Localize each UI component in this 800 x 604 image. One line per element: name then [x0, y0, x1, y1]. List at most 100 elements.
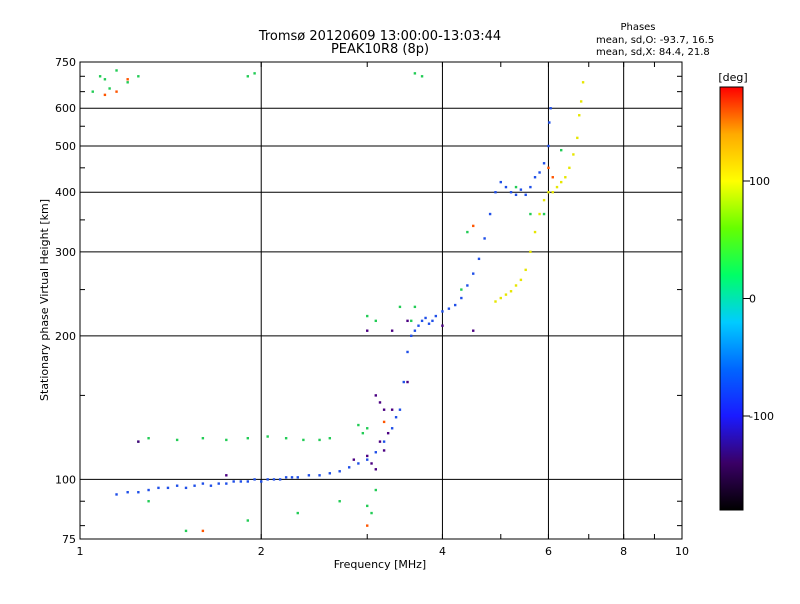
data-point — [302, 438, 305, 442]
data-point — [366, 427, 369, 430]
data-point — [225, 438, 228, 442]
data-point — [542, 162, 546, 165]
data-point — [157, 486, 160, 490]
data-point — [524, 268, 527, 272]
data-point — [307, 474, 311, 477]
data-point — [538, 171, 541, 174]
data-point — [232, 480, 235, 483]
data-point — [555, 185, 559, 189]
data-point — [382, 440, 386, 443]
data-point — [296, 476, 299, 479]
data-point — [499, 296, 502, 300]
y-tick-label: 200 — [55, 330, 76, 343]
data-point — [568, 166, 571, 170]
chart-subtitle: PEAK10R8 (8p) — [331, 42, 429, 57]
data-point — [366, 454, 369, 458]
data-point — [420, 319, 424, 323]
data-point — [147, 437, 150, 440]
plot-frame — [79, 61, 683, 540]
y-tick-label: 75 — [62, 533, 76, 546]
data-point — [579, 100, 583, 103]
data-point — [542, 212, 546, 216]
data-point — [477, 257, 481, 261]
phase-stats-x-line: mean, sd,X: 84.4, 21.8 — [596, 47, 710, 58]
data-point — [147, 488, 150, 492]
data-point — [246, 480, 250, 483]
data-point — [137, 75, 140, 78]
data-point — [318, 438, 321, 442]
series-scattered-echoes — [91, 69, 563, 533]
data-point — [434, 314, 438, 318]
phase-stats-o-line: mean, sd,O: -93.7, 16.5 — [596, 35, 714, 46]
data-point — [98, 75, 102, 78]
data-point — [126, 491, 129, 494]
data-point — [366, 314, 369, 318]
data-point — [551, 176, 554, 179]
data-point — [370, 462, 373, 465]
phase-stats-heading: Phases — [620, 22, 655, 33]
data-point — [524, 193, 527, 197]
data-point — [296, 511, 299, 515]
data-point — [253, 478, 256, 481]
colorbar-tick-label: 0 — [749, 293, 756, 306]
data-point — [441, 310, 444, 313]
data-point — [374, 488, 377, 492]
data-point — [549, 107, 552, 110]
x-tick-label: 8 — [620, 545, 627, 558]
data-point — [347, 466, 351, 469]
data-point — [447, 307, 451, 310]
data-point — [209, 484, 213, 487]
data-point — [472, 272, 475, 275]
data-point — [260, 480, 263, 483]
data-point — [514, 193, 518, 197]
data-point — [103, 93, 107, 97]
data-point — [184, 529, 188, 533]
data-point — [246, 519, 250, 522]
data-point — [239, 480, 243, 483]
data-point — [201, 482, 205, 485]
data-point — [413, 329, 417, 332]
data-point — [284, 437, 288, 440]
data-point — [272, 478, 276, 481]
data-point — [547, 166, 550, 170]
data-point — [246, 437, 250, 440]
data-point — [427, 322, 431, 325]
series-o-mode-trace — [115, 107, 552, 496]
data-point — [514, 185, 518, 189]
data-point — [217, 482, 220, 485]
colorbar-unit: [deg] — [718, 71, 747, 84]
data-point — [374, 394, 377, 397]
data-point — [398, 408, 402, 411]
data-point — [483, 237, 486, 240]
data-point — [538, 212, 541, 216]
data-point — [201, 437, 205, 440]
data-point — [519, 278, 523, 282]
data-point — [253, 72, 256, 75]
data-point — [466, 284, 469, 287]
data-point — [382, 420, 386, 424]
data-point — [581, 81, 585, 84]
data-point — [378, 440, 382, 443]
data-point — [374, 468, 377, 471]
data-point — [406, 319, 409, 323]
data-point — [103, 78, 107, 81]
data-point — [551, 191, 554, 194]
data-points — [91, 69, 585, 533]
data-point — [378, 401, 382, 404]
data-point — [318, 474, 321, 477]
colorbar-gradient — [719, 86, 744, 511]
data-point — [514, 284, 518, 287]
data-point — [374, 319, 377, 323]
data-point — [402, 380, 405, 384]
data-point — [529, 185, 532, 189]
y-tick-label: 400 — [55, 186, 76, 199]
chart-title: Tromsø 20120609 13:00:00-13:03:44 — [258, 29, 501, 44]
data-point — [366, 504, 369, 508]
x-tick-label: 2 — [258, 545, 265, 558]
series-x-mode-trace — [494, 81, 585, 303]
data-point — [115, 69, 118, 72]
data-point — [201, 529, 205, 533]
data-point — [519, 188, 523, 191]
x-tick-label: 4 — [439, 545, 446, 558]
